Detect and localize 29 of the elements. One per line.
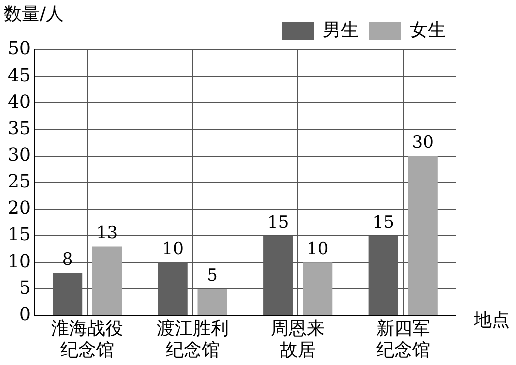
bar <box>198 289 228 316</box>
x-tick-label: 周恩来故居 <box>271 318 326 360</box>
data-label: 10 <box>162 240 184 260</box>
y-tick-label: 50 <box>8 38 31 60</box>
data-label: 15 <box>372 212 394 233</box>
y-tick-label: 30 <box>8 144 31 166</box>
bar <box>408 156 438 316</box>
y-tick-label: 0 <box>19 304 31 326</box>
x-tick-label: 新四军纪念馆 <box>376 318 430 360</box>
x-axis-title: 地点 <box>474 309 510 332</box>
y-tick-label: 25 <box>8 172 31 193</box>
y-tick-label: 20 <box>8 198 31 220</box>
x-tick-label: 渡江胜利纪念馆 <box>156 318 229 360</box>
data-label: 30 <box>412 133 434 154</box>
bar <box>303 262 333 316</box>
bar <box>92 246 122 316</box>
legend-label: 男生 <box>323 20 359 40</box>
y-tick-label: 45 <box>8 65 31 86</box>
x-tick-label: 淮海战役纪念馆 <box>52 318 124 360</box>
y-tick-label: 35 <box>8 118 31 140</box>
data-label: 10 <box>307 240 329 260</box>
data-label: 5 <box>207 266 218 286</box>
y-tick-label: 15 <box>8 224 31 246</box>
y-tick-label: 10 <box>8 251 31 272</box>
y-tick-label: 5 <box>19 278 31 299</box>
y-tick-label: 40 <box>8 92 31 113</box>
data-label: 15 <box>268 212 290 233</box>
legend-label: 女生 <box>410 20 446 40</box>
y-axis-title: 数量/人 <box>4 3 64 26</box>
